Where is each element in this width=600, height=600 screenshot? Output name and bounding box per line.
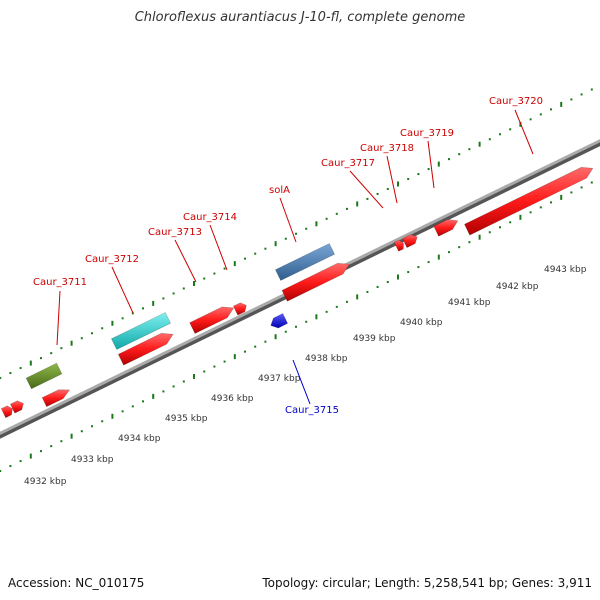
gene-leader-line <box>209 224 228 271</box>
gene-label: Caur_3720 <box>489 96 543 107</box>
tick-label: 4943 kbp <box>544 265 587 275</box>
gene-arrow <box>402 234 418 249</box>
lower-tick-track <box>0 181 593 473</box>
gene-arrow <box>9 400 24 414</box>
gene-arrow <box>41 389 71 407</box>
gene-label: Caur_3714 <box>183 212 237 223</box>
gene-leader-line <box>349 170 384 209</box>
accession-text: Accession: NC_010175 <box>8 576 145 590</box>
gene-label: Caur_3715 <box>285 405 339 416</box>
tick-label: 4933 kbp <box>71 455 114 465</box>
gene-leader-line <box>174 239 197 283</box>
feature-box-steelblue <box>274 243 336 281</box>
tick-label: 4942 kbp <box>496 282 539 292</box>
gene-label: Caur_3711 <box>33 277 87 288</box>
gene-arrow <box>393 239 404 252</box>
feature-layer <box>0 166 594 419</box>
gene-leader-line <box>386 155 398 204</box>
gene-leader-line <box>514 109 534 155</box>
gene-label: Caur_3712 <box>85 254 139 265</box>
gene-arrow <box>232 302 247 316</box>
feature-box-olive <box>25 362 63 390</box>
gene-leader-line <box>279 197 297 243</box>
gene-leader-line <box>427 140 435 189</box>
gene-arrow <box>281 262 350 302</box>
tick-label: 4940 kbp <box>400 318 443 328</box>
tick-label: 4932 kbp <box>24 477 67 487</box>
gene-label: Caur_3719 <box>400 128 454 139</box>
tick-label: 4937 kbp <box>258 374 301 384</box>
gene-arrow <box>117 332 174 366</box>
upper-tick-track <box>0 88 593 380</box>
map-title: Chloroflexus aurantiacus J-10-fl, comple… <box>134 10 466 25</box>
gene-arrow <box>189 306 235 334</box>
gene-arrow <box>433 219 459 237</box>
tick-label: 4934 kbp <box>118 434 161 444</box>
gene-arrow <box>464 166 594 236</box>
gene-arrow-reverse <box>270 313 288 329</box>
gene-label: Caur_3713 <box>148 227 202 238</box>
tick-label: 4939 kbp <box>353 334 396 344</box>
gene-leader-line <box>292 359 311 405</box>
tick-label: 4941 kbp <box>448 298 491 308</box>
tick-label: 4935 kbp <box>165 414 208 424</box>
gene-label: Caur_3717 <box>321 158 375 169</box>
gene-leader-line <box>111 266 134 314</box>
gene-label: solA <box>269 185 290 196</box>
tick-label: 4938 kbp <box>305 354 348 364</box>
gene-label: Caur_3718 <box>360 143 414 154</box>
gene-leader-line <box>56 290 61 346</box>
tick-label: 4936 kbp <box>211 394 254 404</box>
feature-box-cyan <box>110 312 172 350</box>
gene-arrow <box>0 405 13 419</box>
topology-summary: Topology: circular; Length: 5,258,541 bp… <box>262 576 592 590</box>
